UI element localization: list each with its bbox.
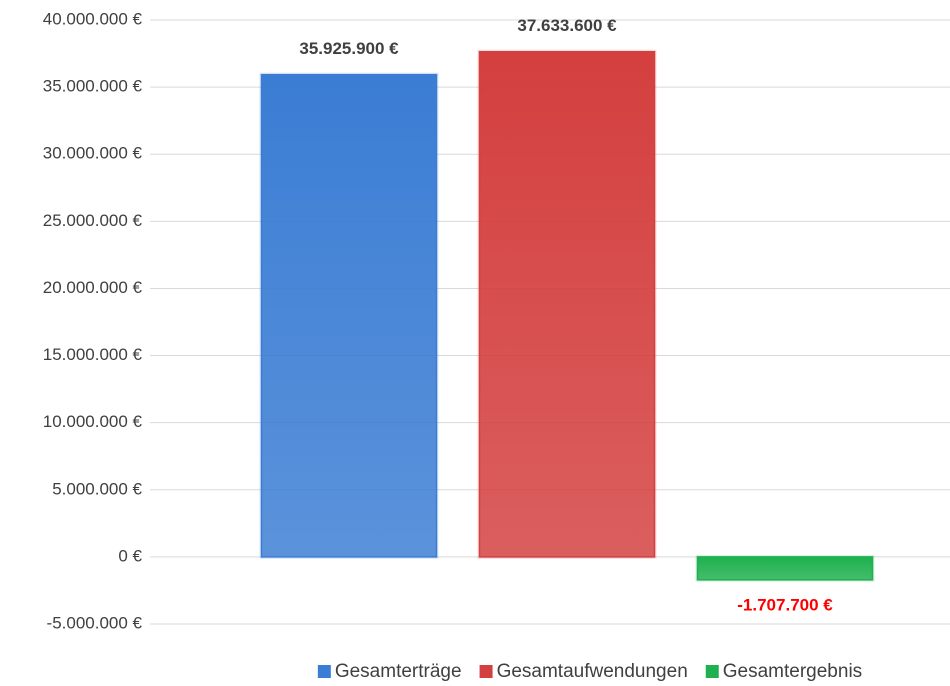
bar: [696, 556, 874, 581]
y-tick-label: 15.000.000 €: [43, 345, 143, 364]
legend-label: Gesamterträge: [335, 661, 462, 682]
value-label: 35.925.900 €: [299, 39, 399, 58]
legend-label: Gesamtergebnis: [723, 661, 862, 682]
bar: [478, 51, 656, 558]
y-tick-label: 5.000.000 €: [52, 479, 142, 498]
y-tick-label: -5.000.000 €: [47, 613, 143, 632]
y-tick-label: 0 €: [118, 546, 142, 565]
y-tick-label: 20.000.000 €: [43, 278, 143, 297]
y-tick-label: 40.000.000 €: [43, 9, 143, 28]
bar: [260, 73, 438, 558]
y-tick-label: 10.000.000 €: [43, 412, 143, 431]
value-label: 37.633.600 €: [517, 16, 617, 35]
y-tick-label: 25.000.000 €: [43, 211, 143, 230]
legend-swatch: [705, 665, 719, 678]
y-tick-label: 30.000.000 €: [43, 144, 143, 163]
value-label: -1.707.700 €: [737, 595, 833, 614]
legend-swatch: [479, 665, 493, 678]
legend: Gesamterträge Gesamtaufwendungen Gesamterg…: [317, 661, 862, 682]
legend-swatch: [317, 665, 331, 678]
legend-label: Gesamtaufwendungen: [497, 661, 688, 682]
y-tick-label: 35.000.000 €: [43, 77, 143, 96]
